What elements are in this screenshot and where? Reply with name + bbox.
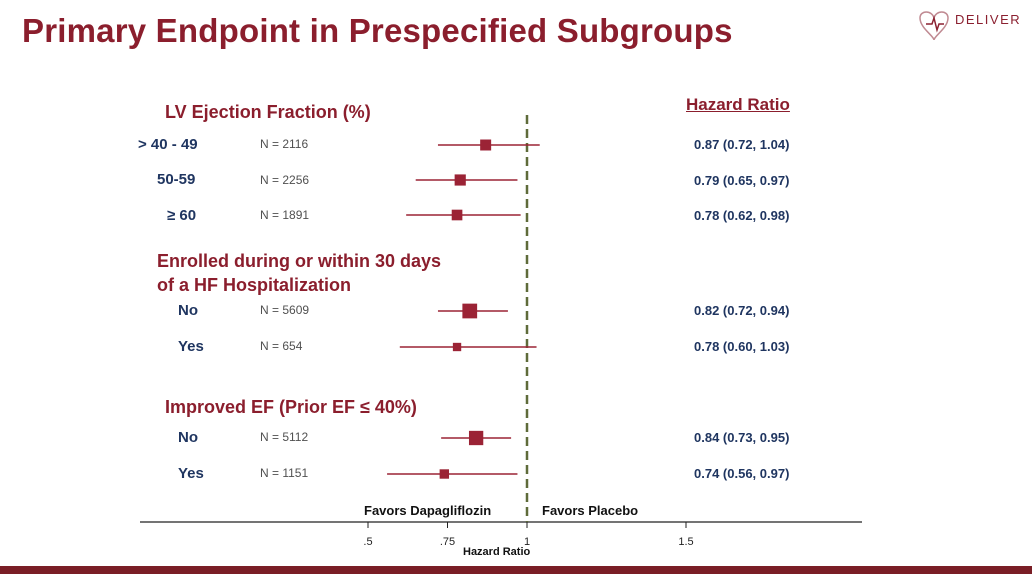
n-value: N = 2116 [260, 137, 309, 151]
hr-marker [480, 139, 492, 151]
row-label: ≥ 60 [167, 207, 197, 224]
x-tick-label: 1 [524, 536, 530, 548]
hr-value: 0.79 (0.65, 0.97) [694, 173, 790, 188]
hr-marker [451, 209, 463, 221]
bottom-bar [0, 566, 1032, 574]
group-title-hf-hosp-line2: of a HF Hospitalization [157, 275, 352, 295]
hr-marker [462, 303, 478, 319]
page-title: Primary Endpoint in Prespecified Subgrou… [22, 12, 733, 49]
n-value: N = 5112 [260, 430, 309, 444]
n-value: N = 654 [260, 339, 303, 353]
logo-text: DELIVER [955, 12, 1022, 27]
favors-right-label: Favors Placebo [542, 503, 639, 518]
row-label: Yes [178, 465, 204, 482]
x-tick-label: .5 [363, 536, 372, 548]
row-label: No [178, 429, 198, 446]
n-value: N = 1151 [260, 466, 309, 480]
group-title-improved-ef: Improved EF (Prior EF ≤ 40%) [165, 397, 417, 417]
row-label: No [178, 302, 198, 319]
hr-value: 0.78 (0.60, 1.03) [694, 339, 790, 354]
row-label: 50-59 [157, 171, 196, 188]
hr-marker [468, 430, 484, 446]
hr-value: 0.74 (0.56, 0.97) [694, 466, 790, 481]
hr-marker [452, 342, 462, 352]
hr-marker [439, 469, 450, 479]
hr-marker [454, 174, 466, 186]
hr-value: 0.87 (0.72, 1.04) [694, 137, 790, 152]
hr-value: 0.84 (0.73, 0.95) [694, 430, 790, 445]
hr-value: 0.82 (0.72, 0.94) [694, 303, 790, 318]
row-label: Yes [178, 338, 204, 355]
x-tick-label: 1.5 [678, 536, 693, 548]
hr-value: 0.78 (0.62, 0.98) [694, 208, 790, 223]
n-value: N = 2256 [260, 173, 310, 187]
favors-left-label: Favors Dapagliflozin [364, 503, 492, 518]
n-value: N = 5609 [260, 303, 310, 317]
x-tick-label: .75 [440, 536, 455, 548]
row-label: > 40 - 49 [138, 136, 198, 153]
group-title-hf-hosp-line1: Enrolled during or within 30 days [157, 251, 442, 271]
heart-icon [919, 11, 949, 41]
x-axis-label: Hazard Ratio [463, 546, 531, 558]
group-title-lvef: LV Ejection Fraction (%) [165, 102, 371, 122]
hazard-ratio-header: Hazard Ratio [686, 95, 790, 114]
n-value: N = 1891 [260, 208, 310, 222]
